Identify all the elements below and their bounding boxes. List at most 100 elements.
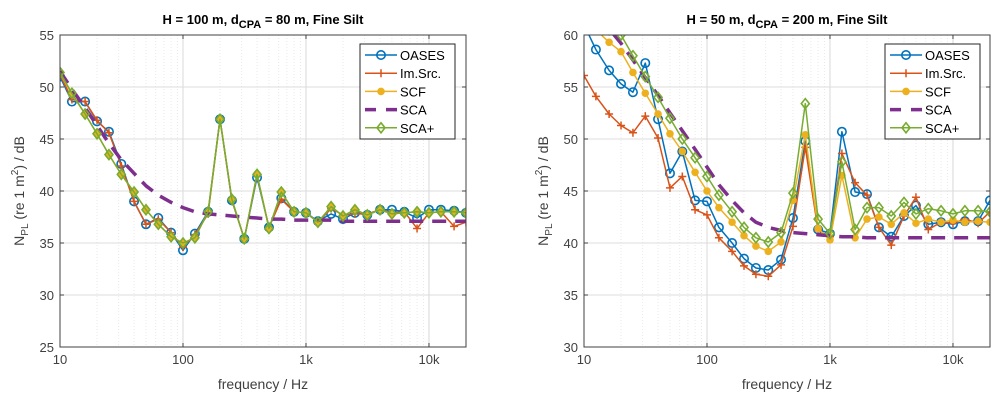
data-point — [923, 202, 934, 215]
data-point — [728, 247, 737, 256]
ylabel-superscript: 2 — [10, 169, 21, 175]
data-point — [450, 222, 459, 231]
data-point — [153, 217, 164, 231]
x-tick-label: 1k — [823, 352, 837, 367]
data-point — [750, 231, 761, 245]
legend-label: SCA+ — [925, 121, 959, 136]
data-point — [666, 130, 674, 138]
data-point — [312, 215, 323, 229]
y-tick-label: 50 — [40, 80, 54, 95]
y-tick-label: 25 — [40, 340, 54, 355]
y-tick-label: 55 — [40, 28, 54, 43]
legend-marker-icon — [900, 121, 912, 135]
data-point — [386, 207, 397, 221]
data-point — [764, 272, 773, 281]
data-point — [714, 233, 723, 242]
series-line-scaplus — [619, 35, 990, 243]
y-tick-label: 35 — [40, 236, 54, 251]
data-point — [873, 201, 884, 214]
data-point — [874, 223, 883, 232]
data-point — [738, 221, 750, 234]
data-point — [653, 91, 664, 104]
data-point — [337, 209, 349, 223]
data-point — [701, 170, 713, 183]
data-point — [691, 205, 700, 214]
data-point — [629, 68, 637, 77]
data-point — [924, 225, 933, 234]
legend-item: OASES — [365, 48, 445, 63]
legend-item: SCF — [365, 84, 426, 99]
data-point — [875, 213, 883, 221]
legend-label: SCA — [400, 103, 427, 118]
data-point — [713, 188, 724, 202]
data-point — [863, 191, 872, 200]
y-tick-label: 50 — [564, 132, 578, 147]
data-point — [677, 146, 688, 157]
data-point — [617, 47, 625, 56]
x-tick-label: 10 — [53, 352, 67, 367]
data-point — [973, 204, 984, 218]
y-tick-label: 55 — [564, 80, 578, 95]
legend-label: OASES — [925, 48, 970, 63]
data-point — [435, 205, 446, 219]
data-point — [80, 107, 91, 121]
data-point — [961, 218, 969, 226]
legend-marker-icon — [375, 121, 387, 135]
data-point — [702, 210, 711, 219]
data-point — [836, 155, 847, 169]
legend-label: OASES — [400, 48, 445, 63]
data-point — [713, 222, 724, 233]
data-point — [924, 215, 933, 223]
ylabel-superscript: 2 — [534, 169, 545, 175]
data-point — [861, 201, 873, 214]
legend-label: SCF — [925, 84, 951, 99]
data-point — [81, 97, 90, 106]
series-line-scaplus — [60, 72, 466, 244]
data-point — [60, 66, 66, 79]
data-point — [654, 133, 663, 142]
x-tick-label: 100 — [696, 352, 718, 367]
legend: OASES Im.Src. SCF SCA SCA+ — [359, 43, 456, 140]
series-line-sca — [60, 70, 466, 223]
data-point — [836, 126, 847, 137]
title-main: H = 50 m, d — [687, 12, 756, 27]
data-point — [140, 219, 151, 230]
data-point — [824, 227, 836, 240]
data-point — [449, 205, 460, 219]
data-point — [776, 226, 787, 239]
ylabel-mid: (re 1 m — [11, 175, 27, 223]
data-point — [166, 230, 177, 244]
data-point — [764, 247, 773, 256]
data-point — [580, 20, 588, 28]
data-point — [728, 218, 736, 226]
legend-item: SCA — [890, 103, 952, 118]
x-tick-label: 1k — [299, 352, 313, 367]
data-point — [640, 58, 651, 69]
data-point — [593, 27, 600, 34]
legend-marker-icon — [375, 49, 386, 60]
data-point — [141, 220, 150, 229]
data-point — [276, 185, 287, 199]
data-point — [91, 127, 103, 141]
data-point — [751, 270, 760, 279]
legend-item: Im.Src. — [890, 66, 966, 81]
data-point — [591, 92, 600, 101]
data-point — [986, 218, 990, 226]
data-point — [947, 207, 959, 221]
y-tick-label: 35 — [564, 288, 578, 303]
chart-title: H = 100 m, dCPA = 80 m, Fine Silt — [163, 12, 365, 31]
y-tick-label: 40 — [40, 184, 54, 199]
data-point — [690, 151, 701, 165]
data-point — [850, 223, 861, 236]
data-point — [615, 35, 627, 42]
data-point — [375, 203, 386, 217]
data-point — [677, 132, 688, 146]
series-group — [580, 20, 990, 281]
data-point — [900, 209, 908, 217]
legend-item: SCA+ — [890, 121, 959, 136]
legend-item: SCF — [890, 84, 951, 99]
legend-marker-icon — [900, 49, 911, 60]
data-point — [851, 178, 860, 187]
y-tick-label: 45 — [564, 184, 578, 199]
